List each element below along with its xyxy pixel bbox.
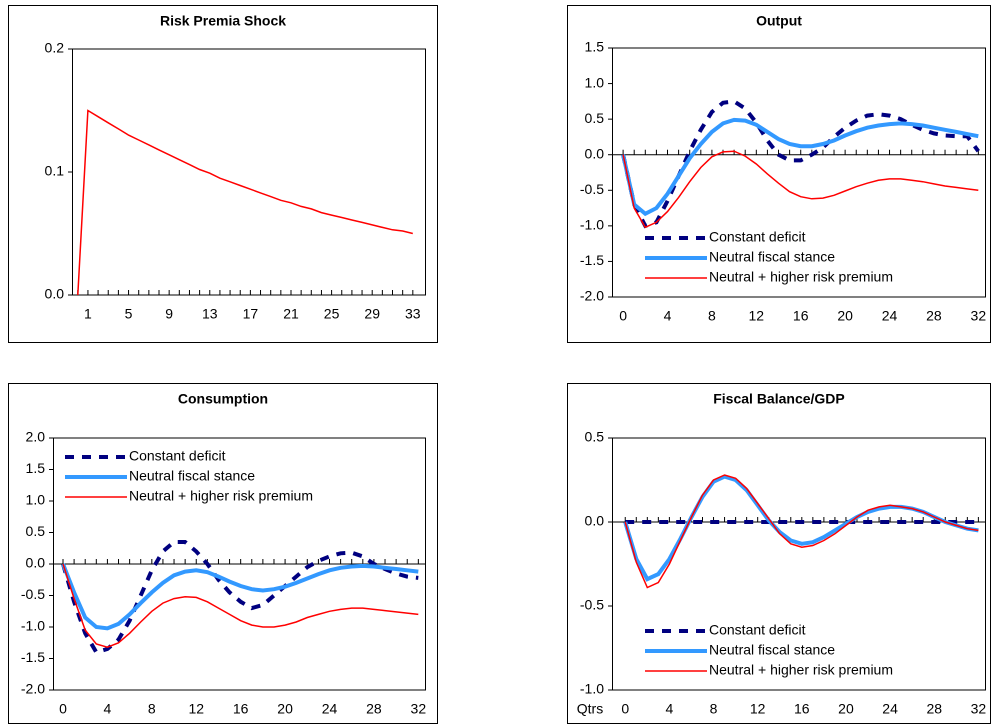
x-tick-label: 28: [366, 701, 382, 717]
x-tick-label: 21: [283, 306, 299, 322]
x-tick-label: 4: [104, 701, 112, 717]
x-tick-label: 4: [665, 701, 673, 717]
plot-area: [612, 47, 986, 298]
legend-label: Neutral fiscal stance: [709, 642, 835, 658]
chart-title: Risk Premia Shock: [160, 13, 286, 29]
x-tick-label: 8: [148, 701, 156, 717]
y-tick-label: 1.0: [585, 74, 605, 90]
series-line: [61, 540, 419, 655]
series-line: [62, 563, 419, 648]
series-line: [622, 150, 979, 229]
y-tick-label: -1.0: [580, 681, 604, 697]
legend-label: Neutral + higher risk premium: [709, 269, 893, 285]
x-tick-label: 12: [188, 701, 204, 717]
x-tick-label: 8: [710, 701, 718, 717]
y-tick-label: -1.5: [21, 649, 45, 665]
series-line: [77, 109, 413, 296]
x-tick-label: 0: [621, 701, 629, 717]
x-tick-label: 20: [277, 701, 293, 717]
series-line: [621, 99, 980, 229]
panel: [567, 383, 991, 724]
y-tick-label: 0.5: [26, 523, 46, 539]
legend-label: Neutral + higher risk premium: [709, 662, 893, 678]
chart-title: Fiscal Balance/GDP: [713, 391, 845, 407]
panel: [567, 5, 991, 343]
y-tick-label: -0.5: [580, 597, 604, 613]
x-tick-label: 25: [324, 306, 340, 322]
y-tick-label: 0.1: [45, 163, 65, 179]
plot-area: [612, 437, 986, 691]
x-tick-label: 12: [749, 308, 765, 324]
x-tick-label: 29: [364, 306, 380, 322]
x-tick-label: 32: [971, 308, 987, 324]
x-tick-label: 24: [322, 701, 338, 717]
x-tick-label: 24: [882, 701, 898, 717]
y-tick-label: -1.0: [580, 217, 604, 233]
x-tick-label: 1: [84, 306, 92, 322]
y-tick-label: 0.0: [45, 286, 65, 302]
chart-title: Consumption: [178, 391, 268, 407]
y-tick-label: 0.5: [585, 110, 605, 126]
x-tick-label: 16: [233, 701, 249, 717]
x-tick-label: 0: [59, 701, 67, 717]
y-tick-label: 0.0: [26, 555, 46, 571]
x-tick-label: 20: [838, 701, 854, 717]
y-tick-label: 0.2: [45, 40, 65, 56]
y-tick-label: 0.0: [585, 145, 605, 161]
x-tick-label: 16: [794, 701, 810, 717]
x-tick-label: 5: [125, 306, 133, 322]
legend-label: Constant deficit: [709, 622, 806, 638]
y-tick-label: 0.0: [585, 513, 605, 529]
x-tick-label: 16: [793, 308, 809, 324]
x-tick-label: 4: [664, 308, 672, 324]
y-tick-label: -1.5: [580, 252, 604, 268]
y-tick-label: -1.0: [21, 618, 45, 634]
y-tick-label: -2.0: [21, 681, 45, 697]
x-tick-label: 17: [243, 306, 259, 322]
y-tick-label: 1.0: [26, 492, 46, 508]
legend-label: Constant deficit: [709, 229, 806, 245]
x-tick-label: 20: [837, 308, 853, 324]
series-line: [61, 563, 419, 631]
x-tick-label: 33: [405, 306, 421, 322]
y-tick-label: 2.0: [26, 429, 46, 445]
y-tick-label: 1.5: [26, 460, 46, 476]
legend-label: Neutral + higher risk premium: [129, 488, 313, 504]
y-tick-label: 1.5: [585, 39, 605, 55]
y-tick-label: -2.0: [580, 288, 604, 304]
panel: [8, 383, 438, 724]
x-tick-label: 24: [882, 308, 898, 324]
legend-label: Constant deficit: [129, 448, 226, 464]
y-tick-label: -0.5: [21, 586, 45, 602]
chart-title: Output: [756, 13, 802, 29]
x-tick-label: 12: [750, 701, 766, 717]
y-tick-label: -0.5: [580, 181, 604, 197]
series-line: [621, 117, 979, 217]
y-tick-label: 0.5: [585, 429, 605, 445]
x-tick-label: 9: [165, 306, 173, 322]
x-axis-label: Qtrs: [577, 701, 603, 717]
x-tick-label: 28: [926, 701, 942, 717]
legend-label: Neutral fiscal stance: [709, 249, 835, 265]
series-line: [624, 474, 979, 589]
x-tick-label: 0: [619, 308, 627, 324]
x-tick-label: 28: [926, 308, 942, 324]
x-tick-label: 32: [411, 701, 427, 717]
x-tick-label: 13: [202, 306, 218, 322]
panel: [8, 5, 438, 343]
legend-label: Neutral fiscal stance: [129, 468, 255, 484]
x-tick-label: 32: [971, 701, 987, 717]
x-tick-label: 8: [708, 308, 716, 324]
